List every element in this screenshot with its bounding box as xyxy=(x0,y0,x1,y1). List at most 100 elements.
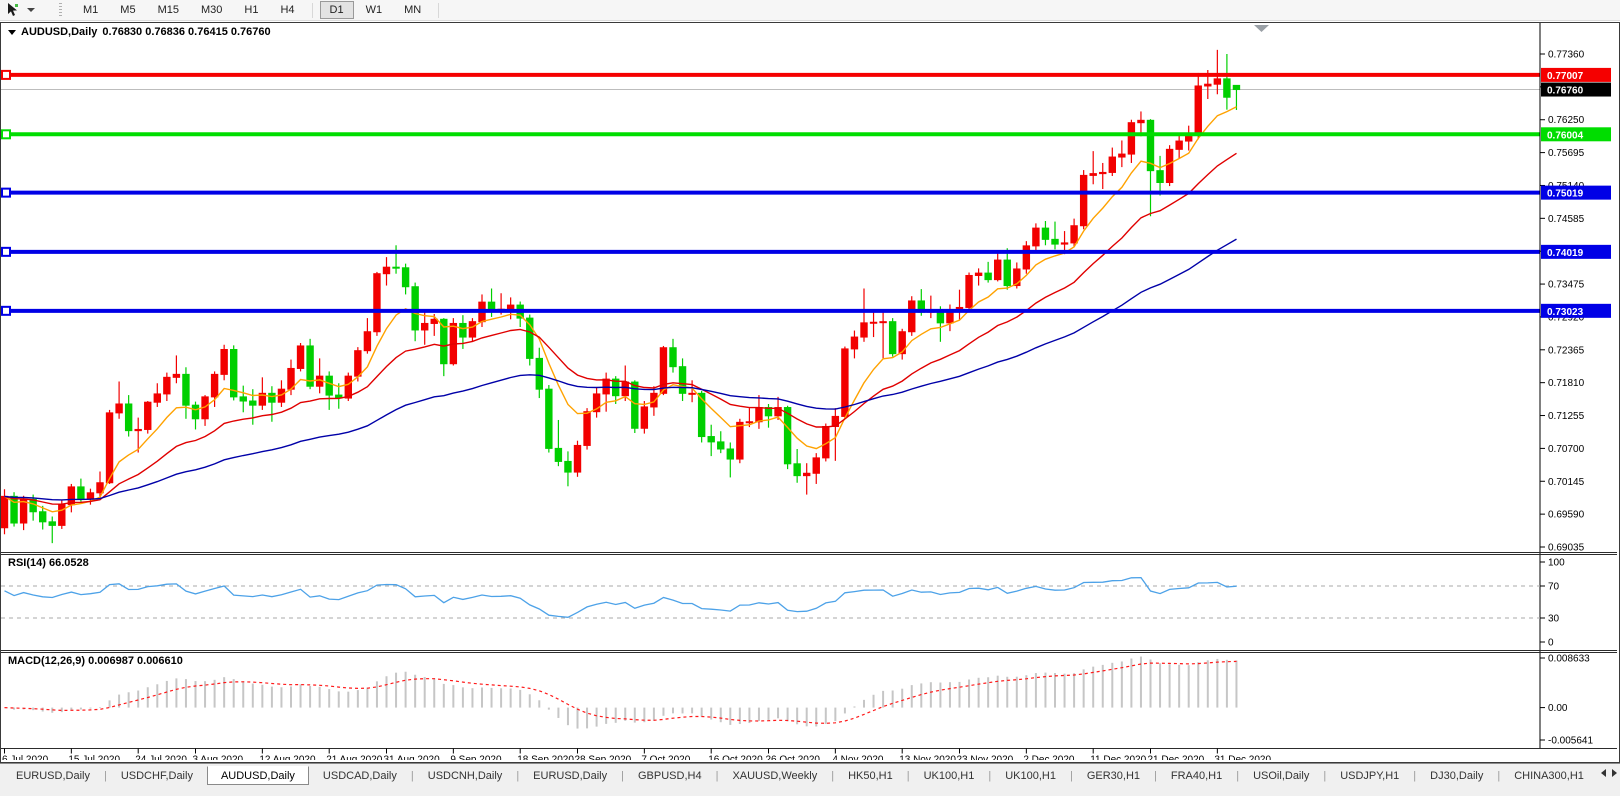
timeframe-toolbar: M1 M5 M15 M30 H1 H4 D1 W1 MN xyxy=(0,0,1620,21)
timeframe-button-mn[interactable]: MN xyxy=(404,4,422,16)
cursor-tool-dropdown-icon[interactable] xyxy=(27,8,35,12)
panel-separators xyxy=(1,552,1617,749)
chart-tab-audusd-daily[interactable]: AUDUSD,Daily xyxy=(206,766,309,785)
tab-separator: | xyxy=(1323,769,1327,782)
chart-tabs: EURUSD,Daily | USDCHF,Daily AUDUSD,Daily USD… xyxy=(2,766,1592,785)
chart-ohlc-values: 0.76830 0.76836 0.76415 0.76760 xyxy=(102,26,271,38)
chart-tab-fra40-h1[interactable]: FRA40,H1 xyxy=(1170,769,1223,782)
chart-tab-usdjpy-h1[interactable]: USDJPY,H1 xyxy=(1340,769,1400,782)
svg-text:30: 30 xyxy=(1548,614,1560,625)
rsi-indicator-label: RSI(14) 66.0528 xyxy=(8,557,89,569)
svg-text:0.76250: 0.76250 xyxy=(1548,115,1585,126)
chart-tab-eurusd-daily[interactable]: EURUSD,Daily xyxy=(16,769,90,782)
tab-separator: | xyxy=(906,769,910,782)
svg-text:0.72365: 0.72365 xyxy=(1548,345,1585,356)
chart-tab-bar: EURUSD,Daily | USDCHF,Daily AUDUSD,Daily USD… xyxy=(0,763,1620,796)
svg-text:31 Dec 2020: 31 Dec 2020 xyxy=(1214,755,1271,761)
chart-symbol-label: AUDUSD,Daily xyxy=(21,26,98,38)
svg-text:100: 100 xyxy=(1548,558,1565,569)
toolbar-separator xyxy=(438,2,440,18)
macd-panel: 0.008633 0.00 -0.005641 xyxy=(4,654,1593,747)
tab-separator: | xyxy=(831,769,835,782)
chart-window[interactable]: AUDUSD,Daily 0.76830 0.76836 0.76415 0.7… xyxy=(0,22,1620,763)
tab-separator: | xyxy=(1413,769,1417,782)
svg-text:12 Aug 2020: 12 Aug 2020 xyxy=(259,755,316,761)
svg-text:0.74019: 0.74019 xyxy=(1547,248,1584,259)
macd-indicator-label: MACD(12,26,9) 0.006987 0.006610 xyxy=(8,655,183,667)
svg-text:0: 0 xyxy=(1548,638,1554,649)
timeframe-button-w1[interactable]: W1 xyxy=(365,4,383,16)
timeframe-button-m1[interactable]: M1 xyxy=(83,4,99,16)
chart-tab-usoil-daily[interactable]: USOil,Daily xyxy=(1253,769,1310,782)
timeframe-button-m5[interactable]: M5 xyxy=(120,4,136,16)
svg-text:28 Sep 2020: 28 Sep 2020 xyxy=(575,755,632,761)
ma-line-fast xyxy=(4,106,1237,513)
tab-separator: | xyxy=(1069,769,1073,782)
cursor-icon xyxy=(8,3,18,16)
tab-separator: | xyxy=(410,769,414,782)
rsi-panel: 100 70 30 0 xyxy=(1,558,1565,649)
chart-canvas[interactable]: 0.773600.768050.762500.756950.751400.745… xyxy=(1,23,1617,760)
svg-text:21 Aug 2020: 21 Aug 2020 xyxy=(326,755,383,761)
chart-tab-dj30-daily[interactable]: DJ30,Daily xyxy=(1430,769,1484,782)
timeframe-button-m30[interactable]: M30 xyxy=(200,4,223,16)
symbol-dropdown-icon[interactable] xyxy=(8,29,16,35)
tab-separator: | xyxy=(1497,769,1501,782)
price-badges: 0.77007 0.76004 0.75019 0.74019 0.73023 0.767… xyxy=(1541,67,1611,318)
timeframe-button-h4[interactable]: H4 xyxy=(280,4,295,16)
svg-text:0.75019: 0.75019 xyxy=(1547,189,1584,200)
svg-text:0.76004: 0.76004 xyxy=(1547,130,1584,141)
svg-text:26 Oct 2020: 26 Oct 2020 xyxy=(766,755,821,761)
ma-line-medium xyxy=(4,152,1237,505)
tabs-scroll-left-icon[interactable] xyxy=(1601,769,1606,777)
chart-tab-uk100-h1[interactable]: UK100,H1 xyxy=(923,769,975,782)
tab-scrollers xyxy=(1601,769,1617,777)
svg-text:13 Nov 2020: 13 Nov 2020 xyxy=(899,755,956,761)
svg-text:-0.005641: -0.005641 xyxy=(1548,736,1593,747)
svg-text:0.74585: 0.74585 xyxy=(1548,214,1585,225)
svg-text:0.69590: 0.69590 xyxy=(1548,510,1585,521)
tab-separator: | xyxy=(516,769,520,782)
chart-tab-hk50-h1[interactable]: HK50,H1 xyxy=(848,769,893,782)
timeframe-button-m15[interactable]: M15 xyxy=(157,4,179,16)
chart-tab-china300-h1[interactable]: CHINA300,H1 xyxy=(1514,769,1584,782)
chart-tab-usdcad-daily[interactable]: USDCAD,Daily xyxy=(322,769,397,782)
svg-text:0.70700: 0.70700 xyxy=(1548,444,1585,455)
chart-tab-xauusd-weekly[interactable]: XAUUSD,Weekly xyxy=(732,769,818,782)
svg-text:0.75695: 0.75695 xyxy=(1548,148,1585,159)
ma-line-slow xyxy=(4,238,1237,501)
toolbar-grip[interactable] xyxy=(59,3,62,17)
svg-text:15 Jul 2020: 15 Jul 2020 xyxy=(68,755,120,761)
chart-tab-usdcnh-daily[interactable]: USDCNH,Daily xyxy=(427,769,503,782)
svg-text:2 Dec 2020: 2 Dec 2020 xyxy=(1023,755,1075,761)
svg-text:4 Nov 2020: 4 Nov 2020 xyxy=(832,755,884,761)
chart-tab-eurusd-daily[interactable]: EURUSD,Daily xyxy=(533,769,608,782)
cursor-tool-button[interactable] xyxy=(0,1,41,19)
timeframe-button-h1[interactable]: H1 xyxy=(244,4,259,16)
chart-tab-uk100-h1[interactable]: UK100,H1 xyxy=(1005,769,1056,782)
tabs-scroll-right-icon[interactable] xyxy=(1612,769,1617,777)
svg-text:0.77360: 0.77360 xyxy=(1548,50,1585,61)
svg-text:31 Aug 2020: 31 Aug 2020 xyxy=(384,755,441,761)
svg-text:0.71810: 0.71810 xyxy=(1548,378,1585,389)
svg-text:9 Sep 2020: 9 Sep 2020 xyxy=(450,755,502,761)
chart-tab-ger30-h1[interactable]: GER30,H1 xyxy=(1086,769,1141,782)
svg-text:6 Jul 2020: 6 Jul 2020 xyxy=(2,755,49,761)
svg-text:0.70145: 0.70145 xyxy=(1548,477,1585,488)
tab-separator: | xyxy=(988,769,992,782)
chart-shift-marker xyxy=(1254,25,1269,32)
tab-separator: | xyxy=(715,769,719,782)
svg-text:0.72920: 0.72920 xyxy=(1548,312,1585,323)
timeframe-button-d1[interactable]: D1 xyxy=(319,1,354,19)
tab-separator: | xyxy=(621,769,624,782)
chart-title: AUDUSD,Daily 0.76830 0.76836 0.76415 0.7… xyxy=(8,26,271,38)
tab-separator: | xyxy=(103,769,107,782)
chart-tab-usdchf-daily[interactable]: USDCHF,Daily xyxy=(120,769,193,782)
level-lines xyxy=(1,69,1540,316)
svg-text:11 Dec 2020: 11 Dec 2020 xyxy=(1090,755,1146,761)
toolbar-separator xyxy=(311,2,313,18)
svg-text:70: 70 xyxy=(1548,582,1560,593)
chart-tab-gbpusd-h4[interactable]: GBPUSD,H4 xyxy=(638,769,702,782)
svg-text:0.73475: 0.73475 xyxy=(1548,280,1585,291)
